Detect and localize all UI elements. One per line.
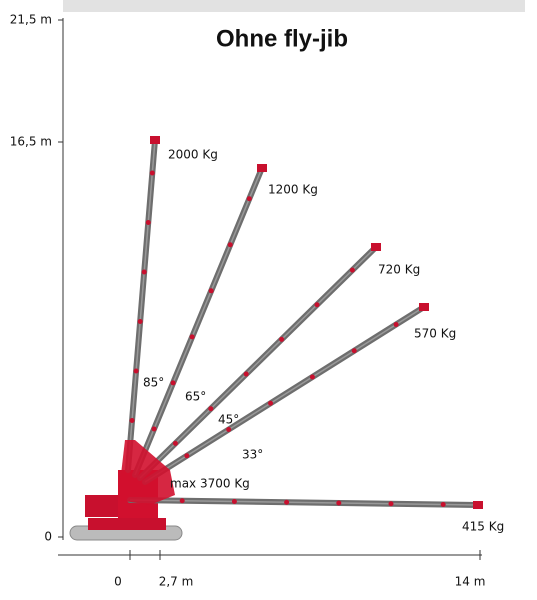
y-axis-label: 16,5 m	[10, 135, 52, 149]
boom-joint	[226, 427, 232, 432]
boom-joint	[208, 406, 214, 412]
boom-joint	[440, 502, 446, 507]
boom-joint	[268, 400, 274, 406]
boom-joint	[208, 288, 214, 294]
boom-edge	[129, 499, 479, 506]
boom-joint	[284, 499, 290, 505]
boom-joint	[279, 336, 285, 342]
load-label: 415 Kg	[462, 520, 504, 534]
angle-label: 33°	[242, 448, 263, 462]
boom-heel	[118, 440, 175, 505]
boom-edge	[134, 167, 263, 476]
boom-joint	[141, 269, 147, 275]
top-band	[63, 0, 525, 12]
boom-joint	[170, 380, 176, 386]
boom-joint	[246, 196, 252, 202]
boom-joint	[179, 498, 185, 504]
load-label: 570 Kg	[414, 327, 456, 341]
boom-joint	[151, 426, 157, 432]
load-label: 1200 Kg	[268, 183, 318, 197]
boom-joint	[351, 348, 357, 354]
x-axis-label: 0	[114, 575, 122, 589]
y-axis-label: 0	[44, 530, 52, 544]
boom-joint	[243, 371, 249, 377]
boom-head	[371, 243, 381, 251]
boom-joint	[336, 500, 342, 506]
boom-edge	[144, 306, 425, 483]
chassis	[88, 518, 166, 530]
boom-edge	[139, 246, 377, 479]
boom-joint	[133, 368, 139, 374]
boom-head	[150, 136, 160, 144]
boom-joint	[189, 334, 195, 340]
boom-joint	[172, 440, 178, 446]
boom-head	[419, 303, 429, 311]
boom-head	[473, 501, 483, 509]
boom-joint	[309, 374, 315, 380]
boom-joint	[184, 453, 190, 459]
boom-joint	[393, 322, 399, 327]
angle-label: 85°	[143, 376, 164, 390]
x-axis-label: 2,7 m	[159, 575, 194, 589]
boom-joint	[129, 418, 135, 423]
boom-joint	[314, 302, 320, 308]
boom-joint	[349, 267, 355, 273]
boom-joint	[145, 220, 151, 225]
load-label: 720 Kg	[378, 263, 420, 277]
boom-joint	[231, 499, 237, 504]
boom-joint	[137, 319, 143, 324]
x-axis-label: 14 m	[455, 575, 486, 589]
boom-edge	[127, 139, 156, 471]
y-axis-label: 21,5 m	[10, 13, 52, 27]
boom-joint	[227, 242, 233, 248]
load-label: 2000 Kg	[168, 148, 218, 162]
title: Ohne fly-jib	[216, 25, 348, 52]
boom-head	[257, 164, 267, 172]
boom-joint	[149, 170, 155, 176]
base-load-label: max 3700 Kg	[170, 477, 250, 491]
boom-joint	[388, 501, 394, 507]
counterweight	[85, 495, 125, 517]
angle-label: 65°	[185, 390, 206, 404]
